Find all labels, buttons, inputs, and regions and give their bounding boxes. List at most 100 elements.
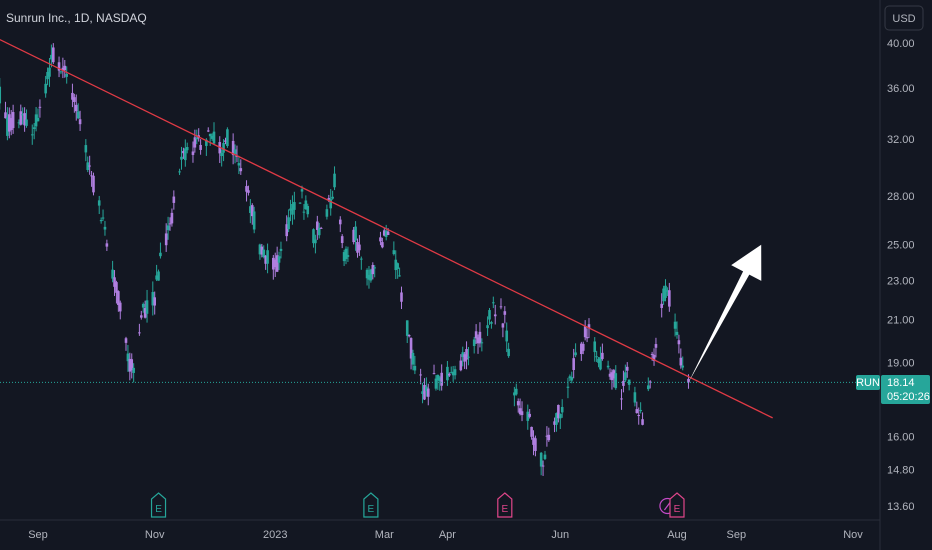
candle-body bbox=[61, 67, 65, 71]
candle-body bbox=[360, 258, 363, 260]
candle-body bbox=[354, 226, 357, 241]
candle-body bbox=[111, 269, 114, 279]
candle-body bbox=[679, 357, 683, 366]
candle-body bbox=[668, 290, 671, 307]
overlays-layer bbox=[0, 38, 880, 419]
candle-body bbox=[231, 140, 235, 156]
symbol-tag-bg bbox=[856, 375, 880, 390]
currency-button-frame[interactable] bbox=[884, 5, 924, 31]
candle-body bbox=[153, 297, 157, 306]
candle-body bbox=[432, 373, 436, 375]
candle-body bbox=[405, 320, 409, 336]
candle-body bbox=[654, 344, 658, 348]
candle-body bbox=[365, 269, 369, 279]
candle-body bbox=[143, 308, 147, 318]
candle-body bbox=[117, 291, 120, 306]
candle-body bbox=[164, 233, 168, 246]
earnings-icon bbox=[150, 492, 167, 518]
candle-body bbox=[92, 175, 95, 193]
time-tick-label: Mar bbox=[375, 529, 394, 541]
candle-body bbox=[687, 378, 690, 383]
candle-body bbox=[620, 398, 623, 400]
price-axis[interactable]: 40.00 36.00 32.00 28.00 25.00 23.00 21.00 19.00… bbox=[887, 38, 915, 513]
candle-body bbox=[595, 356, 598, 358]
candle-body bbox=[373, 267, 377, 269]
candle-body bbox=[398, 275, 401, 277]
candle-body bbox=[220, 152, 223, 157]
candle-body bbox=[407, 334, 411, 337]
candle-body bbox=[239, 168, 243, 172]
candle-body bbox=[396, 263, 399, 269]
time-axis[interactable]: Sep Nov 2023 Mar Apr Jun Aug Sep Nov bbox=[28, 529, 863, 541]
candle-body bbox=[413, 365, 417, 371]
candle-body bbox=[503, 311, 507, 315]
candle-body bbox=[426, 388, 430, 397]
candle-body bbox=[132, 367, 135, 373]
earnings-icon bbox=[497, 492, 513, 518]
candle-body bbox=[245, 186, 248, 192]
candle-body bbox=[73, 97, 76, 102]
candle-body bbox=[145, 300, 149, 314]
candle-body bbox=[101, 217, 105, 219]
candle-body bbox=[381, 242, 384, 248]
candle-body bbox=[476, 337, 480, 344]
candle-body bbox=[44, 83, 47, 94]
time-tick-label: 2023 bbox=[263, 529, 287, 541]
candle-body bbox=[673, 321, 677, 329]
candle-body bbox=[593, 341, 597, 353]
candle-body bbox=[530, 426, 533, 437]
candle-body bbox=[86, 162, 90, 170]
candle-body bbox=[677, 340, 681, 345]
candle-body bbox=[646, 385, 650, 390]
candle-body bbox=[394, 259, 398, 271]
candle-body bbox=[210, 135, 214, 139]
candle-body bbox=[501, 323, 505, 328]
time-tick-label: Nov bbox=[843, 529, 863, 541]
candle-body bbox=[185, 147, 189, 151]
candle-body bbox=[547, 434, 551, 441]
candle-body bbox=[65, 73, 68, 77]
candle-body bbox=[507, 348, 510, 357]
candle-body bbox=[76, 111, 80, 119]
candle-body bbox=[436, 374, 440, 381]
candle-body bbox=[461, 352, 465, 358]
candle-body bbox=[277, 256, 281, 263]
candle-body bbox=[411, 352, 415, 365]
candle-body bbox=[358, 244, 361, 251]
earnings-label: E bbox=[674, 504, 681, 515]
candle-body bbox=[438, 377, 442, 382]
candle-body bbox=[449, 372, 453, 374]
candle-body bbox=[421, 391, 424, 394]
candle-body bbox=[555, 413, 558, 425]
candle-body bbox=[71, 92, 74, 100]
candle-body bbox=[50, 54, 53, 60]
chart-title: Sunrun Inc., 1D, NASDAQ bbox=[6, 11, 147, 25]
candle-body bbox=[289, 208, 292, 211]
candle-body bbox=[78, 119, 82, 125]
candle-body bbox=[488, 310, 491, 320]
candle-body bbox=[541, 465, 545, 467]
earnings-icon bbox=[669, 492, 685, 518]
time-tick-label: Aug bbox=[667, 529, 687, 541]
candle-body bbox=[30, 134, 34, 136]
candle-body bbox=[539, 452, 543, 467]
candle-body bbox=[440, 372, 443, 386]
candle-body bbox=[266, 250, 269, 264]
candle-body bbox=[597, 358, 600, 363]
candle-body bbox=[342, 252, 346, 262]
candle-body bbox=[247, 190, 250, 193]
candle-body bbox=[652, 354, 656, 361]
candle-body bbox=[451, 371, 455, 376]
time-tick-label: Jun bbox=[551, 529, 569, 541]
candle-body bbox=[490, 322, 493, 324]
candle-body bbox=[300, 189, 304, 192]
candle-body bbox=[319, 227, 323, 229]
currency-button[interactable]: USD bbox=[884, 5, 924, 31]
candle-body bbox=[382, 230, 386, 236]
candle-body bbox=[459, 360, 463, 371]
candle-body bbox=[4, 112, 7, 119]
candle-body bbox=[641, 419, 644, 425]
candle-body bbox=[528, 413, 531, 417]
currency-label: USD bbox=[892, 13, 915, 25]
